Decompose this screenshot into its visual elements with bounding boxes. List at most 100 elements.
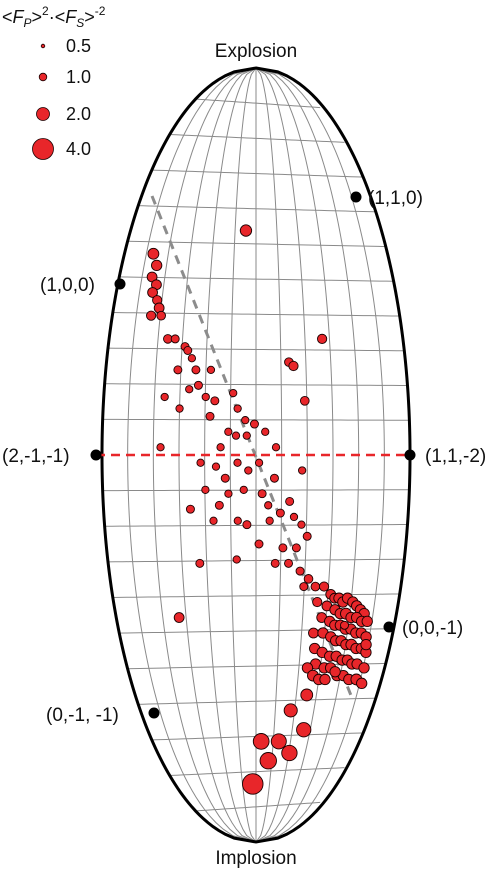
grid-parallel [150, 169, 362, 178]
data-point [185, 504, 195, 514]
vertex-point-2-m1-m1 [90, 449, 102, 461]
data-point [288, 360, 299, 372]
data-point [358, 662, 370, 674]
data-point [175, 404, 184, 413]
data-point [242, 520, 252, 530]
vertex-point-0-0-m1 [383, 621, 395, 633]
data-point [254, 458, 264, 467]
label-0-0-m1: (0,0,-1) [402, 618, 463, 639]
data-point [317, 333, 328, 345]
grid-parallel [137, 205, 375, 213]
grid-parallel [167, 767, 345, 777]
grid-parallel [104, 523, 408, 527]
grid-parallel [102, 489, 410, 492]
label-implosion: Implosion [215, 848, 296, 869]
data-point [265, 516, 274, 525]
data-point [283, 703, 298, 718]
legend-marker-2-0 [36, 107, 50, 121]
data-point [284, 558, 293, 568]
label-explosion: Explosion [215, 41, 297, 62]
grid-parallel [104, 383, 408, 387]
data-point [147, 287, 158, 298]
data-point [310, 581, 321, 592]
data-point [233, 458, 242, 467]
data-point [156, 443, 165, 452]
data-point [147, 247, 160, 260]
data-point [187, 354, 197, 363]
legend-marker-1-0 [38, 72, 48, 82]
data-point [299, 582, 309, 592]
data-point [170, 334, 180, 344]
data-point [185, 385, 194, 394]
data-point [173, 612, 185, 623]
data-point [233, 404, 242, 413]
data-point [211, 462, 221, 471]
legend-label-4-0: 4.0 [66, 139, 91, 159]
data-point [302, 531, 312, 541]
data-point [214, 500, 224, 510]
data-point [275, 508, 285, 518]
data-point [216, 443, 225, 452]
data-point [224, 427, 233, 436]
data-point [232, 555, 241, 564]
data-point [252, 733, 270, 750]
grid-parallel [102, 418, 410, 421]
data-point [173, 365, 183, 375]
grid-meridian [229, 68, 257, 842]
grid-meridian [152, 68, 257, 842]
data-point [261, 427, 270, 436]
data-point [195, 558, 205, 568]
data-point [318, 581, 330, 592]
data-point [264, 501, 273, 510]
data-markers [146, 224, 373, 795]
data-point [196, 458, 205, 467]
data-point [239, 224, 253, 237]
vertex-point-1-1-m2 [404, 449, 416, 461]
data-point [242, 431, 251, 440]
vertex-point-1-1-0 [350, 191, 362, 203]
data-point [241, 416, 250, 425]
data-point [298, 466, 307, 475]
legend-marker-0-5 [40, 43, 46, 49]
data-point [308, 627, 319, 639]
data-point [270, 558, 280, 568]
label-1-0-0: (1,0,0) [40, 275, 95, 296]
legend-label-0-5: 0.5 [66, 36, 91, 56]
data-point [254, 539, 264, 549]
data-point [300, 688, 314, 702]
data-point [289, 512, 299, 522]
data-point [291, 543, 301, 553]
data-point [220, 473, 230, 483]
data-point [193, 380, 203, 390]
data-point [295, 566, 305, 576]
grid-parallel [118, 276, 394, 282]
data-point [231, 431, 241, 440]
data-point [299, 396, 310, 406]
legend-marker-4-0 [32, 138, 54, 160]
legend: <FP>2·<FS>-2 0.5 1.0 2.0 4.0 [2, 4, 106, 160]
lune-boundary [100, 66, 412, 844]
grid-meridian [255, 68, 334, 842]
grid-parallel [137, 697, 375, 705]
data-point [205, 411, 215, 421]
data-point [297, 520, 306, 529]
data-point [285, 496, 295, 506]
grid-parallel [107, 558, 405, 563]
data-point [319, 673, 331, 686]
data-point [229, 388, 238, 398]
data-point [191, 365, 201, 375]
legend-label-1-0: 1.0 [66, 67, 91, 87]
grid-parallel [191, 98, 321, 109]
data-point [296, 722, 312, 738]
data-point [329, 666, 341, 678]
grid-parallel [107, 347, 405, 352]
data-point [206, 365, 216, 374]
label-1-1-0: (1,1,0) [368, 188, 423, 209]
data-point [303, 574, 314, 584]
data-point [340, 620, 349, 630]
data-point [239, 485, 248, 494]
data-point [257, 489, 267, 499]
data-point [151, 259, 163, 272]
data-point [360, 638, 372, 651]
